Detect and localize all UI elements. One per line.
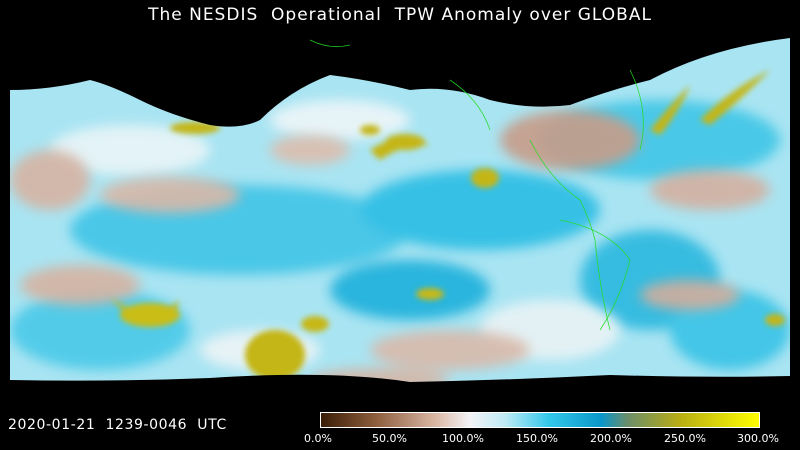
colorbar-gradient	[321, 413, 759, 427]
colorbar-tick: 50.0%	[372, 432, 407, 445]
colorbar-tick: 200.0%	[590, 432, 632, 445]
colorbar-tick: 0.0%	[304, 432, 332, 445]
map-title: The NESDIS Operational TPW Anomaly over …	[148, 5, 652, 25]
colorbar-tick: 100.0%	[442, 432, 484, 445]
colorbar-tick: 250.0%	[664, 432, 706, 445]
tpw-anomaly-map	[10, 30, 790, 406]
colorbar-tick: 300.0%	[737, 432, 779, 445]
colorbar	[320, 412, 760, 428]
colorbar-tick: 150.0%	[516, 432, 558, 445]
valid-time-label: 2020-01-21 1239-0046 UTC	[8, 417, 227, 433]
